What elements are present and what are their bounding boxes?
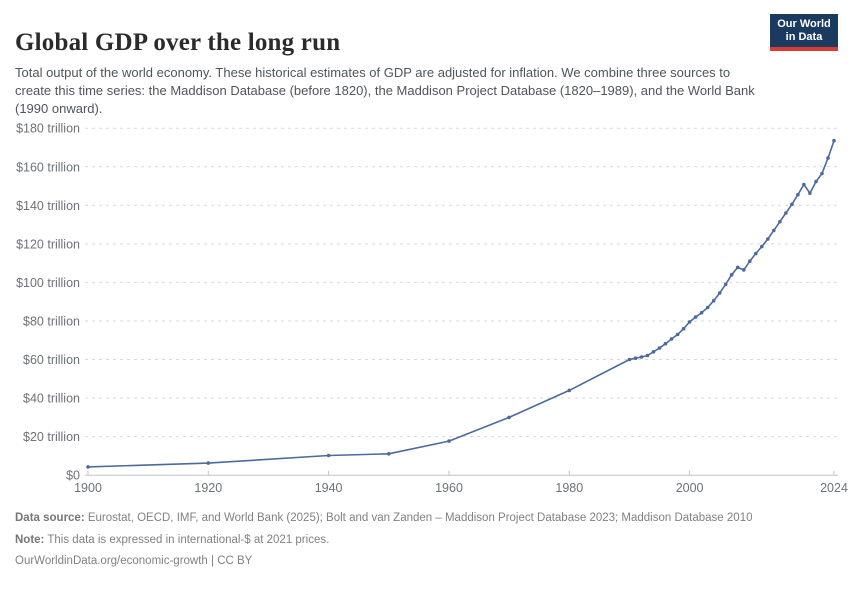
data-point[interactable]: [832, 138, 836, 143]
data-point[interactable]: [326, 453, 331, 458]
data-point[interactable]: [705, 305, 710, 310]
data-point[interactable]: [772, 228, 776, 233]
owid-logo-line2: in Data: [785, 31, 823, 43]
data-point[interactable]: [735, 265, 740, 270]
attribution-separator: |: [207, 555, 218, 567]
data-point[interactable]: [717, 291, 722, 295]
chart-plot-area[interactable]: $0 $20 trillion $40 trillion $60 trillion $8…: [0, 110, 850, 502]
x-tick-label: 1900: [74, 481, 102, 495]
data-point[interactable]: [790, 202, 794, 207]
owid-article-link[interactable]: OurWorldinData.org/economic-growth: [15, 555, 208, 567]
data-point[interactable]: [699, 310, 704, 315]
data-point[interactable]: [627, 357, 632, 362]
data-point[interactable]: [567, 388, 572, 393]
data-point[interactable]: [86, 465, 90, 469]
data-point[interactable]: [633, 356, 638, 360]
data-point[interactable]: [645, 353, 650, 358]
data-point[interactable]: [808, 191, 812, 195]
gdp-series-line[interactable]: [87, 139, 835, 468]
chart-footer: Data source: Eurostat, OECD, IMF, and Wo…: [15, 510, 787, 575]
data-point[interactable]: [766, 237, 770, 241]
y-tick-label: $0: [66, 469, 80, 483]
data-point[interactable]: [687, 320, 692, 324]
data-point[interactable]: [681, 326, 686, 331]
x-tick-label: 1980: [555, 481, 583, 495]
owid-logo[interactable]: Our World in Data: [770, 14, 838, 51]
y-tick-label: $140 trillion: [16, 199, 80, 213]
data-point[interactable]: [784, 211, 788, 215]
x-tick-label: 2000: [676, 481, 704, 495]
y-tick-label: $160 trillion: [16, 160, 80, 174]
data-point[interactable]: [447, 439, 451, 443]
data-point[interactable]: [651, 350, 656, 354]
data-point[interactable]: [675, 332, 680, 337]
owid-logo-line1: Our World: [777, 18, 831, 30]
cc-by-link[interactable]: CC BY: [217, 555, 253, 567]
data-point[interactable]: [693, 315, 698, 319]
gdp-line-chart[interactable]: $0 $20 trillion $40 trillion $60 trillion $8…: [0, 110, 850, 502]
data-point[interactable]: [729, 272, 734, 277]
y-tick-label: $20 trillion: [23, 430, 80, 444]
data-point[interactable]: [802, 182, 806, 187]
data-point[interactable]: [820, 171, 824, 176]
page-title: Global GDP over the long run: [15, 28, 341, 56]
y-tick-label: $100 trillion: [16, 276, 80, 290]
data-source-row: Data source: Eurostat, OECD, IMF, and Wo…: [15, 510, 787, 527]
data-point[interactable]: [657, 346, 662, 350]
note-label: Note:: [15, 533, 45, 546]
data-source-text: Eurostat, OECD, IMF, and World Bank (202…: [84, 512, 753, 524]
x-tick-label: 2024: [820, 481, 848, 495]
y-tick-label: $120 trillion: [16, 237, 80, 251]
data-point[interactable]: [663, 341, 668, 346]
x-tick-label: 1940: [315, 481, 343, 495]
x-tick-label: 1920: [194, 481, 222, 495]
y-tick-label: $40 trillion: [23, 392, 80, 406]
attribution-row: OurWorldinData.org/economic-growth | CC …: [15, 553, 787, 570]
data-point[interactable]: [639, 355, 644, 359]
data-source-label: Data source:: [15, 512, 85, 524]
data-point[interactable]: [507, 415, 511, 420]
data-point[interactable]: [814, 179, 818, 184]
note-row: Note: This data is expressed in internat…: [15, 532, 787, 549]
data-point[interactable]: [760, 244, 764, 249]
y-tick-label: $80 trillion: [23, 315, 80, 329]
data-point[interactable]: [723, 282, 728, 287]
data-point[interactable]: [796, 192, 800, 197]
data-point[interactable]: [826, 156, 830, 160]
data-point[interactable]: [387, 452, 391, 456]
data-point[interactable]: [711, 298, 716, 303]
data-point[interactable]: [754, 251, 758, 256]
y-tick-label: $180 trillion: [16, 122, 80, 136]
data-point[interactable]: [669, 337, 674, 341]
data-point[interactable]: [742, 268, 746, 272]
y-tick-label: $60 trillion: [23, 353, 80, 367]
data-point[interactable]: [206, 461, 211, 465]
data-point[interactable]: [778, 219, 782, 224]
chart-subtitle: Total output of the world economy. These…: [15, 65, 755, 116]
data-point[interactable]: [748, 259, 752, 263]
note-text: This data is expressed in international-…: [44, 533, 330, 546]
x-tick-label: 1960: [435, 481, 463, 495]
